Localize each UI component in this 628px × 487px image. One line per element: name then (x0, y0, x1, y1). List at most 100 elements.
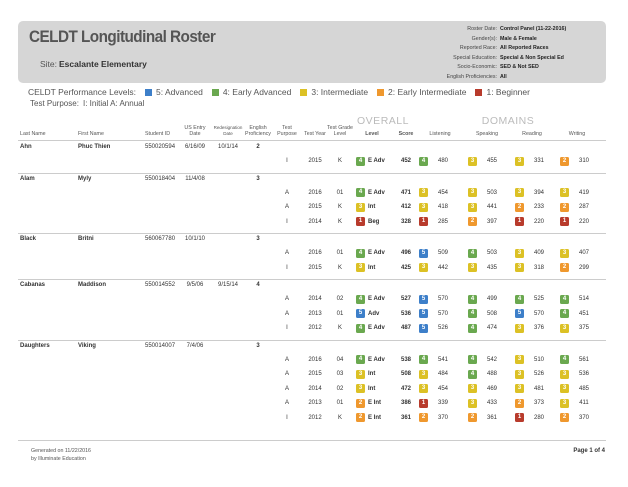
test-grade: 01 (336, 189, 344, 196)
test-purpose-label: Test Purpose: (30, 99, 79, 108)
level-badge: 4 (419, 355, 428, 364)
test-year: 2014 (308, 296, 322, 302)
writing-score: 451 (578, 310, 589, 317)
test-purpose: A (284, 400, 289, 406)
level-badge: 3 (560, 188, 569, 197)
listening-score: 454 (437, 189, 448, 196)
legend-swatch (377, 88, 385, 96)
level-badge: 5 (419, 294, 428, 304)
us-entry-date: 6/16/09 (184, 144, 206, 150)
listening-score: 418 (437, 204, 448, 210)
listening-score: 370 (437, 414, 448, 421)
page-number: Page 1 of 4 (573, 448, 605, 454)
level-badge: 4 (356, 248, 365, 258)
overall-score: 452 (400, 158, 411, 164)
level-badge: 4 (468, 309, 477, 318)
speaking-score: 488 (486, 371, 497, 377)
column-header: Reading (522, 131, 542, 137)
level-badge: 3 (515, 156, 524, 166)
listening-score: 442 (437, 264, 448, 271)
level-badge: 2 (560, 413, 569, 422)
filter-label: Roster Date: (467, 26, 497, 32)
listening-score: 285 (437, 218, 448, 225)
level-badge: 3 (515, 323, 524, 333)
filter-label: Gender(s): (471, 35, 497, 42)
english-proficiency: 4 (256, 282, 260, 288)
overall-score: 386 (400, 400, 411, 406)
us-entry-date: 11/4/08 (185, 175, 205, 182)
listening-score: 509 (437, 250, 448, 256)
test-year: 2014 (308, 385, 322, 392)
test-year: 2015 (308, 158, 322, 164)
us-entry-date: 7/4/06 (186, 342, 204, 349)
us-entry-date: 9/5/06 (186, 282, 204, 288)
speaking-score: 474 (486, 325, 497, 331)
reading-score: 570 (533, 310, 544, 317)
listening-score: 339 (437, 400, 448, 406)
student-id: 560067780 (145, 236, 176, 242)
legend-item: 3: Intermediate (311, 87, 369, 97)
test-grade: K (337, 158, 342, 164)
test-grade: 01 (336, 310, 344, 317)
level-label: Beg (368, 218, 380, 225)
test-grade: 01 (336, 400, 344, 406)
reading-score: 220 (533, 218, 544, 225)
overall-score: 527 (400, 296, 411, 302)
footer-rule (18, 440, 606, 441)
level-badge: 3 (515, 384, 524, 393)
filter-label: Reported Race: (459, 45, 497, 51)
test-purpose: A (284, 250, 289, 256)
overall-score: 536 (400, 310, 411, 317)
writing-score: 287 (578, 204, 589, 210)
reading-score: 331 (533, 158, 544, 164)
level-badge: 4 (468, 248, 477, 258)
level-label: E Adv (368, 250, 385, 256)
column-header: Test Purpose (277, 125, 297, 137)
writing-score: 561 (578, 356, 589, 363)
level-label: E Adv (368, 158, 385, 164)
listening-score: 526 (437, 325, 448, 331)
site-name: Escalante Elementary (59, 59, 147, 69)
student-id: 550014007 (145, 342, 176, 349)
legend-label: CELDT Performance Levels: (28, 87, 137, 97)
level-badge: 5 (419, 323, 428, 333)
legend-item: 5: Advanced (156, 87, 203, 97)
level-label: Adv (368, 310, 380, 317)
level-badge: 3 (468, 384, 477, 393)
filter-value: Special & Non Special Ed (500, 54, 564, 61)
test-grade: K (337, 204, 342, 210)
level-badge: 3 (419, 369, 428, 379)
site-label: Site: (40, 59, 58, 69)
legend-item: 4: Early Advanced (222, 87, 292, 97)
level-badge: 5 (356, 309, 365, 318)
speaking-score: 433 (486, 400, 497, 406)
english-proficiency: 2 (256, 144, 260, 150)
speaking-score: 435 (486, 264, 497, 271)
test-purpose: A (284, 310, 289, 317)
test-year: 2016 (308, 250, 322, 256)
listening-score: 480 (437, 158, 448, 164)
level-badge: 4 (560, 355, 569, 364)
listening-score: 570 (437, 310, 448, 317)
english-proficiency: 3 (256, 175, 260, 182)
level-badge: 2 (560, 202, 569, 212)
reading-score: 510 (533, 356, 544, 363)
level-badge: 3 (419, 202, 428, 212)
reading-score: 394 (533, 189, 544, 196)
level-label: Int (368, 204, 376, 210)
level-badge: 5 (515, 309, 524, 318)
level-badge: 3 (560, 369, 569, 379)
redesignation-date: 9/15/14 (217, 282, 239, 288)
overall-score: 412 (400, 204, 411, 210)
last-name: Ahn (20, 144, 32, 150)
speaking-score: 503 (486, 189, 497, 196)
level-label: E Adv (368, 296, 385, 302)
column-header: Writing (568, 131, 586, 137)
row-rule (18, 233, 606, 234)
test-purpose: A (284, 204, 289, 210)
filter-value: Control Panel (11-22-2016) (500, 26, 567, 32)
reading-score: 318 (533, 264, 544, 271)
level-badge: 4 (515, 294, 524, 304)
reading-score: 409 (533, 250, 544, 256)
